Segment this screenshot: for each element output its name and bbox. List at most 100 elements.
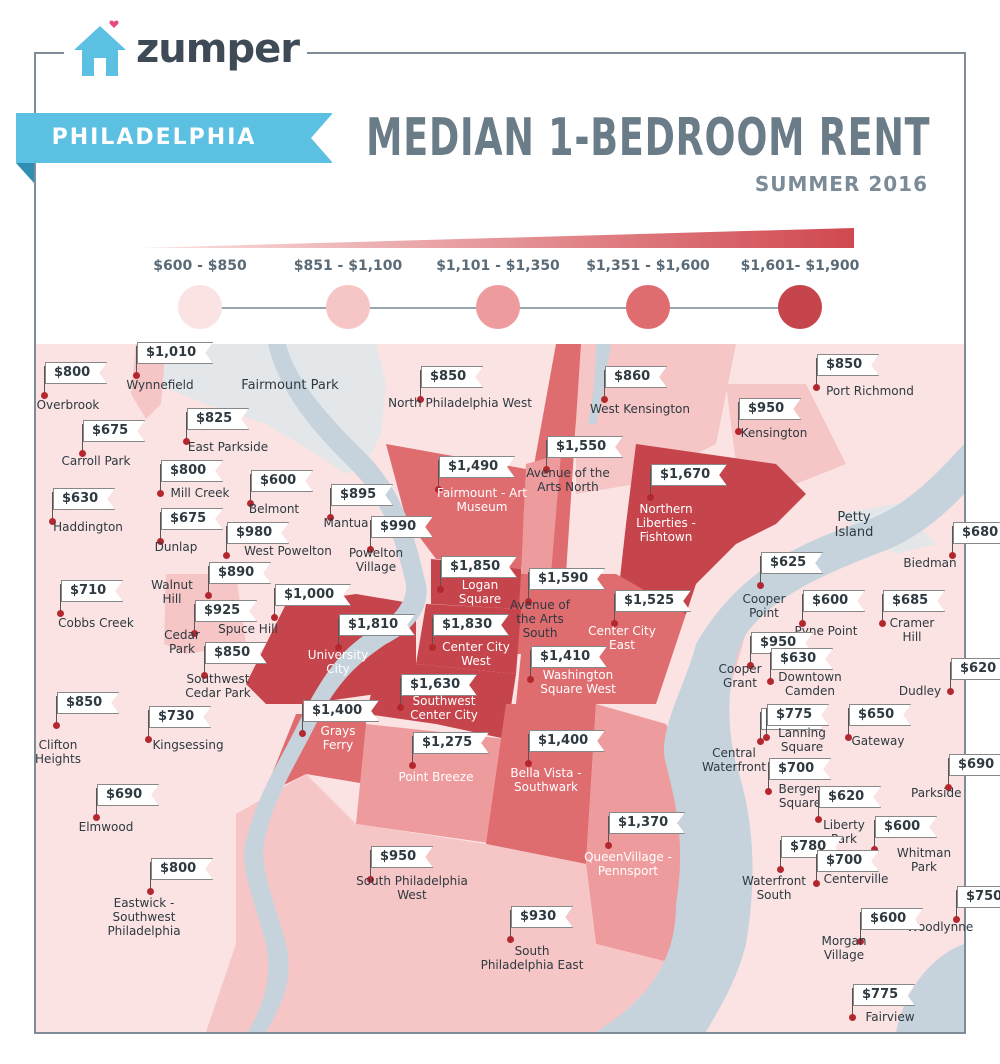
flag-pole [802, 594, 803, 624]
neighborhood-name: Waterfront South [741, 874, 807, 902]
flag-pole [204, 646, 205, 676]
rent-value: $800 [151, 858, 213, 880]
rent-value: $600 [251, 470, 313, 492]
rent-value: $930 [511, 906, 573, 928]
flag-pole [52, 492, 53, 522]
neighborhood-name: Haddington [53, 520, 123, 534]
location-dot-icon [79, 450, 86, 457]
place-label: Petty Island [834, 510, 874, 540]
flag-pole [186, 412, 187, 442]
brand-logo: zumper [64, 20, 307, 78]
location-dot-icon [223, 552, 230, 559]
location-dot-icon [57, 610, 64, 617]
location-dot-icon [205, 592, 212, 599]
location-dot-icon [525, 760, 532, 767]
flag-pole [338, 618, 339, 648]
neighborhood-name: Central Waterfront [701, 746, 767, 774]
location-dot-icon [945, 784, 952, 791]
flag-pole [860, 912, 861, 942]
flag-pole [432, 618, 433, 648]
rent-value: $950 [371, 846, 433, 868]
neighborhood-name: Parkside [911, 786, 962, 800]
location-dot-icon [417, 396, 424, 403]
neighborhood-name: Kensington [740, 426, 808, 440]
location-dot-icon [49, 518, 56, 525]
legend-label: $851 - $1,100 [293, 258, 403, 274]
location-dot-icon [543, 466, 550, 473]
legend-label: $1,601- $1,900 [740, 258, 860, 274]
flag-pole [330, 488, 331, 518]
rent-value: $630 [53, 488, 115, 510]
location-dot-icon [93, 814, 100, 821]
location-dot-icon [429, 644, 436, 651]
neighborhood-name: West Kensington [589, 402, 691, 416]
neighborhood-name: Port Richmond [826, 384, 914, 398]
flag-pole [956, 890, 957, 920]
flag-pole [650, 468, 651, 498]
flag-pole [604, 370, 605, 400]
rent-value: $675 [83, 420, 145, 442]
location-dot-icon [41, 392, 48, 399]
rent-value: $1,400 [529, 730, 605, 752]
location-dot-icon [525, 598, 532, 605]
neighborhood-name: Downtown Camden [778, 670, 842, 698]
rent-value: $825 [187, 408, 249, 430]
neighborhood-name: South Philadelphia West [356, 874, 468, 902]
location-dot-icon [157, 538, 164, 545]
location-dot-icon [191, 630, 198, 637]
neighborhood-name: Walnut Hill [151, 578, 193, 606]
rent-value: $1,400 [303, 700, 379, 722]
rent-value: $1,275 [413, 732, 489, 754]
northern-liberties-area [616, 444, 806, 614]
location-dot-icon [397, 704, 404, 711]
flag-pole [226, 526, 227, 556]
neighborhood-name: West Powelton [244, 544, 332, 558]
rent-value: $690 [97, 784, 159, 806]
rent-value: $1,670 [651, 464, 727, 486]
flag-pole [370, 520, 371, 550]
location-dot-icon [813, 880, 820, 887]
city-ribbon: PHILADELPHIA [16, 113, 333, 163]
neighborhood-name: Spuce Hill [218, 622, 278, 636]
neighborhood-name: Kingsessing [152, 738, 224, 752]
rent-value: $800 [45, 362, 107, 384]
neighborhood-name: Cooper Point [742, 592, 786, 620]
flag-pole [950, 662, 951, 692]
location-dot-icon [747, 662, 754, 669]
neighborhood-name: Mill Creek [170, 486, 230, 500]
river-inlet [588, 344, 611, 424]
rent-value: $675 [161, 508, 223, 530]
legend-gradient-bar [140, 228, 854, 248]
rent-value: $750 [957, 886, 1000, 908]
flag-pole [440, 560, 441, 590]
flag-pole [848, 708, 849, 738]
rent-value: $600 [803, 590, 865, 612]
flag-pole [150, 862, 151, 892]
flag-pole [528, 734, 529, 764]
rent-value: $950 [739, 398, 801, 420]
neighborhood-name: Belmont [248, 502, 300, 516]
rent-value: $800 [161, 460, 223, 482]
legend-label: $600 - $850 [153, 258, 247, 274]
location-dot-icon [437, 586, 444, 593]
flag-pole [780, 840, 781, 870]
flag-pole [160, 512, 161, 542]
flag-pole [56, 696, 57, 726]
page-title: MEDIAN 1-BEDROOM RENT [365, 108, 930, 168]
legend-swatch [476, 285, 520, 329]
location-dot-icon [757, 738, 764, 745]
neighborhood-name: Center City West [442, 640, 510, 668]
brand-name: zumper [136, 26, 300, 72]
rent-value: $650 [849, 704, 911, 726]
flag-pole [136, 346, 137, 376]
ribbon-fold [16, 163, 34, 183]
neighborhood-name: Point Breeze [398, 770, 474, 784]
location-dot-icon [299, 730, 306, 737]
rent-value: $850 [817, 354, 879, 376]
rent-value: $625 [761, 552, 823, 574]
flag-pole [768, 762, 769, 792]
flag-pole [770, 652, 771, 682]
flag-pole [760, 712, 761, 742]
grays-ferry-area [256, 714, 366, 814]
rent-value: $685 [883, 590, 945, 612]
